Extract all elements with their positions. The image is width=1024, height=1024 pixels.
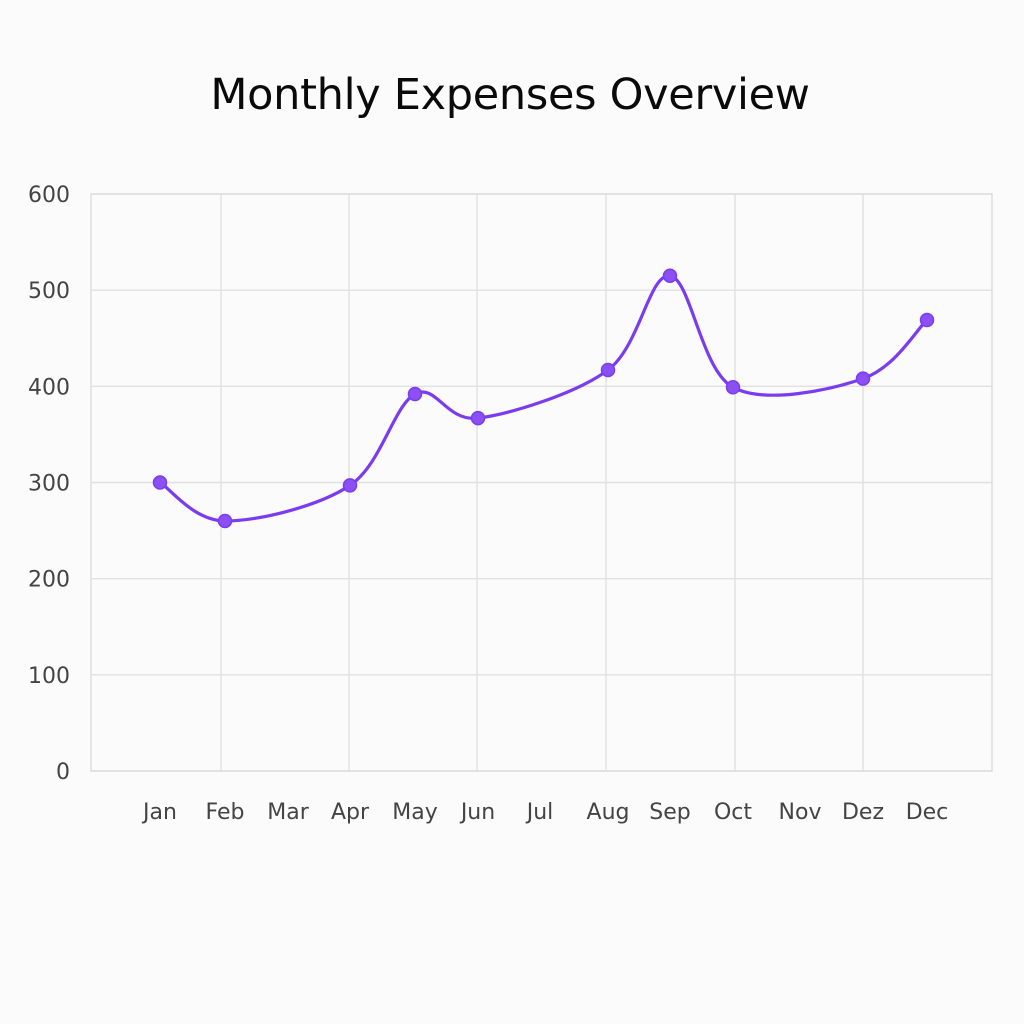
x-tick-label: Dez xyxy=(842,800,884,825)
data-point-sep xyxy=(662,268,678,283)
y-tick-label: 0 xyxy=(56,760,70,785)
plot-border xyxy=(90,193,993,772)
x-tick-label: Apr xyxy=(331,800,370,825)
x-tick-label: Dec xyxy=(906,800,949,825)
data-points xyxy=(152,268,935,529)
x-tick-label: Aug xyxy=(587,800,630,825)
data-point-jun xyxy=(470,410,486,426)
x-axis-ticks: Jan Feb Mar Apr May Jun Jul Aug Sep Oct Nov Dez Dec xyxy=(141,800,948,825)
x-tick-label: Sep xyxy=(649,800,690,825)
data-point-jan xyxy=(152,475,168,490)
data-point-dec xyxy=(919,312,935,328)
y-tick-label: 600 xyxy=(28,183,70,208)
data-point-oct xyxy=(725,380,741,395)
data-point-feb xyxy=(217,513,233,529)
series-line xyxy=(158,274,929,523)
y-tick-label: 500 xyxy=(28,279,70,304)
y-tick-label: 100 xyxy=(28,664,70,689)
x-tick-label: Jul xyxy=(525,800,554,825)
y-axis-ticks: 0 100 200 300 400 500 600 xyxy=(28,183,70,785)
data-point-dez xyxy=(855,371,871,386)
y-tick-label: 300 xyxy=(28,472,70,497)
y-tick-label: 400 xyxy=(28,375,70,400)
y-tick-label: 200 xyxy=(28,568,70,593)
x-tick-label: May xyxy=(392,800,437,825)
x-tick-label: Nov xyxy=(779,800,822,825)
data-point-aug xyxy=(600,362,616,378)
plot-frame xyxy=(90,193,993,772)
x-tick-label: Feb xyxy=(206,800,245,825)
x-tick-label: Jan xyxy=(141,800,177,825)
data-point-apr xyxy=(342,478,358,493)
x-tick-label: Mar xyxy=(267,800,309,825)
data-point-may xyxy=(407,386,423,402)
grid xyxy=(91,193,992,772)
x-tick-label: Jun xyxy=(459,800,495,825)
chart-title: Monthly Expenses Overview xyxy=(210,70,810,120)
x-tick-label: Oct xyxy=(714,800,752,825)
series-layer xyxy=(158,274,929,523)
